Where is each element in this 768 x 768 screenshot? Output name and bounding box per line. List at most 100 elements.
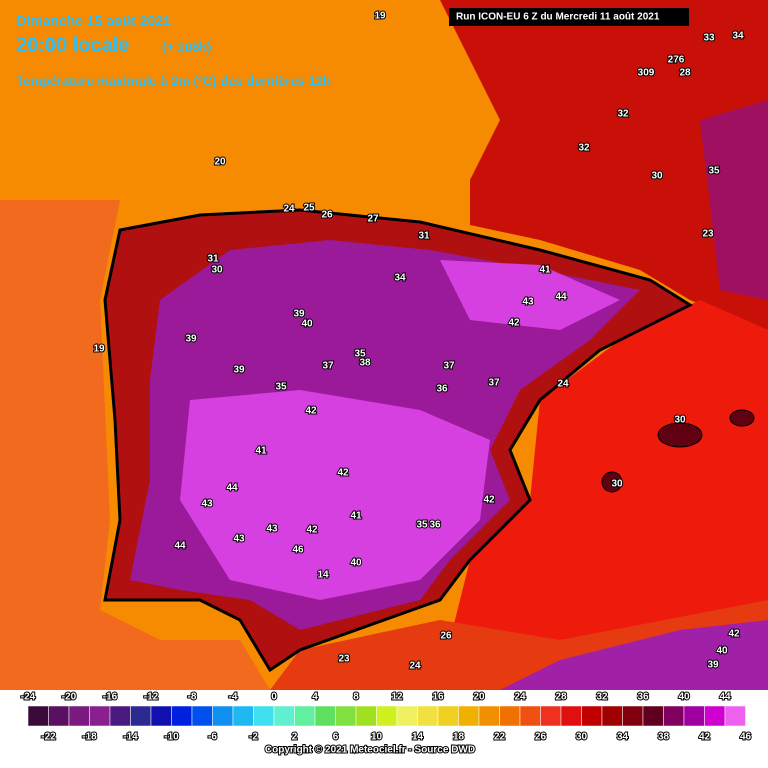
temperature-label: 26 xyxy=(440,631,452,642)
island xyxy=(657,422,703,448)
temperature-label: 37 xyxy=(443,361,455,372)
credit: Copyright © 2021 Meteociel.fr - Source D… xyxy=(265,745,475,756)
color-swatch xyxy=(704,705,726,727)
colorbar-label: 26 xyxy=(535,732,547,743)
color-swatch xyxy=(253,705,275,727)
colorbar-label: 24 xyxy=(514,692,526,703)
color-swatch xyxy=(109,705,131,727)
temperature-label: 39 xyxy=(707,660,719,671)
color-swatch xyxy=(437,705,459,727)
temperature-label: 44 xyxy=(555,292,567,303)
time: 20:00 locale xyxy=(16,34,129,56)
color-swatch xyxy=(376,705,398,727)
color-swatch xyxy=(683,705,705,727)
temperature-label: 23 xyxy=(702,229,714,240)
temperature-label: 38 xyxy=(359,358,371,369)
color-swatch xyxy=(191,705,213,727)
colorbar-label: -8 xyxy=(188,692,197,703)
colorbar-label: 6 xyxy=(333,732,339,743)
color-swatch xyxy=(642,705,664,727)
color-swatch xyxy=(273,705,295,727)
temperature-label: 36 xyxy=(429,520,441,531)
color-swatch xyxy=(622,705,644,727)
temperature-label: 28 xyxy=(679,68,691,79)
temperature-label: 41 xyxy=(350,511,362,522)
temperature-label: 46 xyxy=(292,545,304,556)
temperature-label: 43 xyxy=(201,499,213,510)
color-swatch xyxy=(27,705,49,727)
temperature-label: 37 xyxy=(322,361,334,372)
colorbar-label: 36 xyxy=(637,692,649,703)
temperature-label: 40 xyxy=(716,646,728,657)
temperature-label: 39 xyxy=(185,334,197,345)
colorbar-label: 40 xyxy=(678,692,690,703)
temperature-label: 34 xyxy=(394,273,406,284)
temperature-label: 30 xyxy=(651,171,663,182)
color-swatch xyxy=(68,705,90,727)
temperature-label: 42 xyxy=(337,468,349,479)
color-swatch xyxy=(560,705,582,727)
temperature-label: 276 xyxy=(668,55,685,66)
iberia-hot xyxy=(180,390,490,600)
color-swatch xyxy=(150,705,172,727)
colorbar-label: -2 xyxy=(249,732,258,743)
colorbar-label: -4 xyxy=(229,692,238,703)
temperature-label: 33 xyxy=(703,33,715,44)
color-swatch xyxy=(232,705,254,727)
colorbar-label: -10 xyxy=(164,732,179,743)
mediterranean xyxy=(450,300,768,640)
colorbar-label: 42 xyxy=(699,732,711,743)
island xyxy=(729,409,755,427)
colorbar-label: 18 xyxy=(453,732,465,743)
temperature-label: 14 xyxy=(317,570,329,581)
temperature-label: 42 xyxy=(305,406,317,417)
temperature-label: 23 xyxy=(338,654,350,665)
color-swatch xyxy=(212,705,234,727)
colorbar-label: 14 xyxy=(412,732,424,743)
colorbar-label: 32 xyxy=(596,692,608,703)
color-swatch xyxy=(355,705,377,727)
colorbar-label: 22 xyxy=(494,732,506,743)
color-swatch xyxy=(519,705,541,727)
temperature-label: 39 xyxy=(233,365,245,376)
color-swatch xyxy=(724,705,746,727)
temperature-label: 31 xyxy=(418,231,430,242)
colorbar-label: -18 xyxy=(82,732,97,743)
temperature-label: 42 xyxy=(728,629,740,640)
color-swatch xyxy=(89,705,111,727)
temperature-label: 43 xyxy=(233,534,245,545)
colorbar-label: 44 xyxy=(719,692,731,703)
color-swatch xyxy=(48,705,70,727)
temperature-label: 20 xyxy=(214,157,226,168)
temperature-label: 31 xyxy=(207,254,219,265)
temperature-label: 41 xyxy=(539,265,551,276)
colorbar-label: 2 xyxy=(292,732,298,743)
lead: (+ 108h) xyxy=(162,39,212,54)
temperature-label: 27 xyxy=(367,214,379,225)
africa-hot xyxy=(500,620,768,690)
temperature-label: 24 xyxy=(409,661,421,672)
temperature-label: 40 xyxy=(301,319,313,330)
temperature-label: 19 xyxy=(374,11,386,22)
colorbar-label: -12 xyxy=(144,692,159,703)
temperature-label: 34 xyxy=(732,31,744,42)
colorbar-label: -14 xyxy=(123,732,138,743)
color-swatch xyxy=(396,705,418,727)
colorbar-label: 0 xyxy=(271,692,277,703)
temperature-label: 30 xyxy=(611,479,623,490)
color-swatch xyxy=(417,705,439,727)
color-swatch xyxy=(294,705,316,727)
temperature-label: 19 xyxy=(93,344,105,355)
temperature-label: 35 xyxy=(708,166,720,177)
color-swatch xyxy=(171,705,193,727)
colorbar-label: 34 xyxy=(617,732,629,743)
temperature-label: 41 xyxy=(255,446,267,457)
temperature-label: 30 xyxy=(674,415,686,426)
temperature-label: 42 xyxy=(508,318,520,329)
temperature-label: 43 xyxy=(522,297,534,308)
temperature-label: 44 xyxy=(174,541,186,552)
run-label: Run ICON-EU 6 Z du Mercredi 11 août 2021 xyxy=(456,12,660,23)
island xyxy=(601,471,623,493)
